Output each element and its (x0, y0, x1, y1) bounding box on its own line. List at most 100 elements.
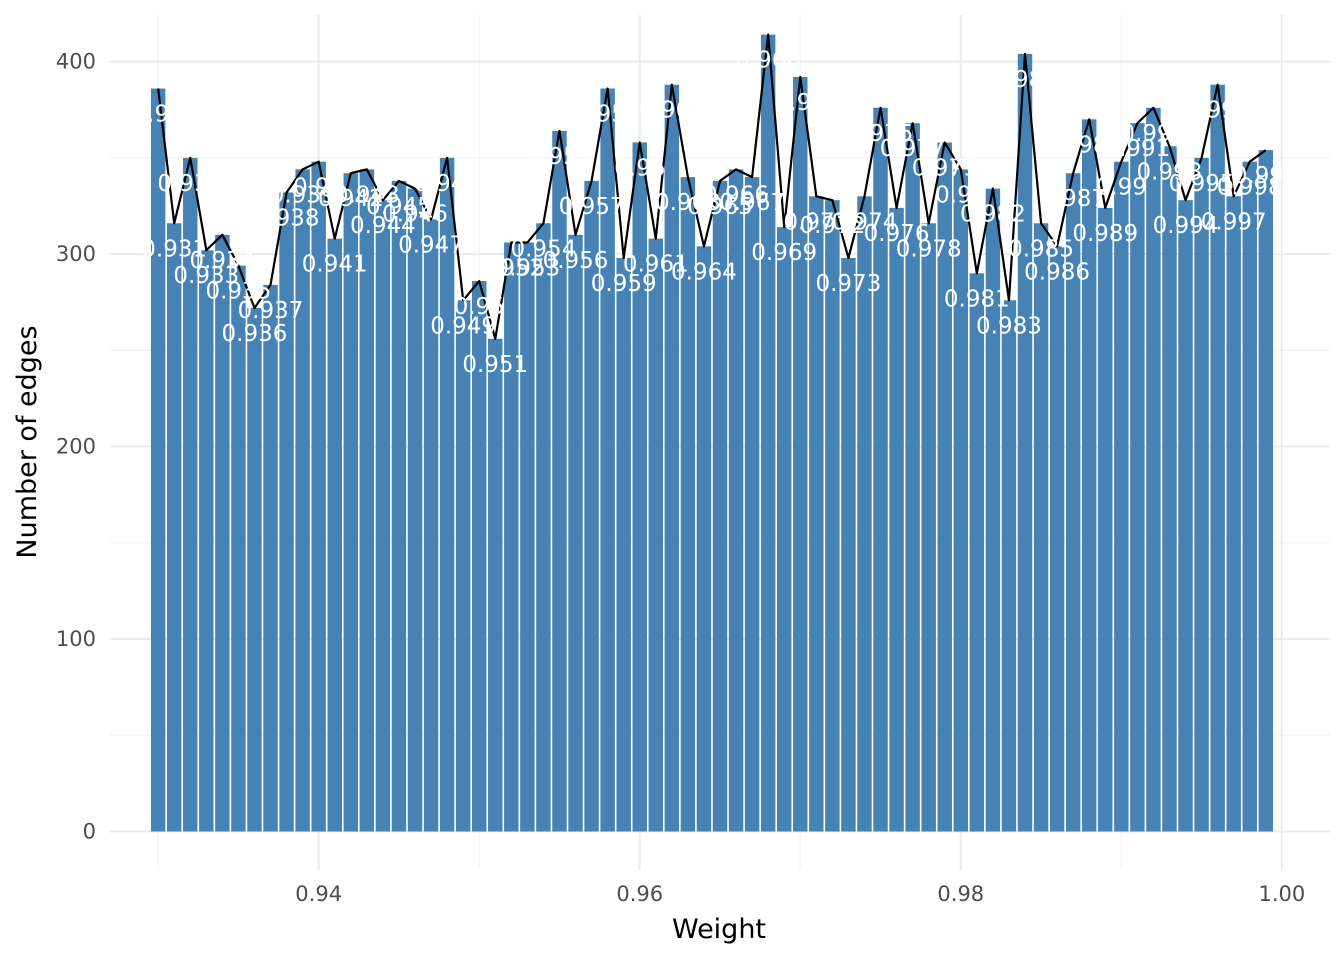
bar (439, 157, 455, 832)
data-label: 0.992 (1120, 121, 1186, 147)
data-label: 0.948 (414, 171, 480, 197)
data-label: 0.997 (1201, 209, 1267, 235)
bar (263, 284, 278, 832)
data-label: 0.986 (1024, 259, 1090, 285)
bar (1098, 207, 1113, 832)
data-label: 0.936 (222, 321, 288, 347)
bar (584, 180, 599, 832)
bar (343, 173, 359, 832)
bar (1162, 146, 1177, 832)
data-label: 0.932 (157, 171, 223, 197)
data-label: 0.988 (1056, 132, 1122, 158)
data-label: 0.969 (751, 240, 817, 266)
data-label: 0.968 (735, 48, 801, 74)
data-label: 0.94 (293, 175, 344, 201)
bar (873, 107, 888, 832)
data-label: 0.991 (1104, 136, 1170, 162)
bar (616, 257, 631, 832)
x-tick-label: 0.94 (295, 882, 342, 906)
data-label: 0.945 (366, 194, 432, 220)
data-label: 0.957 (559, 194, 625, 220)
series-line (157, 33, 1267, 340)
bar (696, 246, 712, 832)
data-label: 0.937 (238, 298, 304, 324)
y-axis-title: Number of edges (12, 325, 43, 558)
data-label: 0.985 (1008, 236, 1074, 262)
bar (199, 250, 214, 832)
data-label: 0.959 (591, 271, 657, 297)
data-label: 0.953 (494, 256, 560, 282)
bar (905, 123, 920, 832)
bar (728, 169, 744, 832)
data-label: 0.983 (976, 313, 1042, 339)
bars (150, 34, 1274, 832)
data-label: 0.981 (944, 286, 1010, 312)
x-tick-label: 0.98 (937, 882, 984, 906)
data-label: 0.973 (815, 271, 881, 297)
data-label: 0.965 (687, 194, 753, 220)
bar (937, 142, 952, 832)
bar (1081, 119, 1097, 832)
data-label: 0.961 (623, 252, 689, 278)
bar (1194, 157, 1209, 832)
bar (841, 257, 856, 832)
bar (247, 307, 262, 832)
bar (1065, 173, 1081, 832)
data-label: 0.941 (302, 252, 368, 278)
bar (1258, 150, 1274, 832)
data-label: 0.996 (1185, 98, 1251, 124)
data-label: 0.934 (189, 248, 255, 274)
bar (1210, 84, 1225, 832)
data-label: 0.95 (454, 294, 505, 320)
data-label: 0.979 (912, 155, 978, 181)
bar (889, 207, 904, 832)
bar (1178, 200, 1193, 832)
bar (1001, 300, 1017, 832)
bar (776, 227, 792, 832)
bar (1242, 161, 1257, 832)
bar (488, 338, 503, 832)
data-label: 0.956 (543, 248, 609, 274)
data-label: 0.995 (1169, 171, 1235, 197)
trend-line (157, 33, 1267, 340)
data-label: 0.931 (141, 236, 207, 262)
bar (407, 188, 423, 832)
data-label: 0.947 (398, 232, 464, 258)
data-label: 0.98 (935, 182, 986, 208)
x-tick-label: 0.96 (616, 882, 663, 906)
data-label: 0.99 (1096, 175, 1147, 201)
bar (471, 281, 487, 832)
data-label: 0.944 (350, 213, 416, 239)
data-label: 0.978 (896, 236, 962, 262)
bar (969, 273, 985, 832)
data-label: 0.933 (173, 263, 239, 289)
data-label: 0.966 (703, 182, 769, 208)
x-axis-ticks: 0.94 0.96 0.98 1.00 (295, 882, 1305, 906)
bar (375, 200, 391, 832)
bar (648, 238, 664, 832)
data-label: 0.964 (671, 259, 737, 285)
data-label: 0.962 (639, 98, 705, 124)
data-label: 0.954 (510, 236, 576, 262)
data-label: 0.952 (478, 256, 544, 282)
bar (680, 177, 696, 832)
bar (295, 169, 310, 832)
data-label: 0.998 (1217, 175, 1283, 201)
data-label: 0.982 (960, 202, 1026, 228)
bar (1049, 246, 1065, 832)
y-tick-label: 300 (56, 242, 96, 266)
bar (793, 76, 808, 832)
bar (183, 157, 198, 832)
bar (231, 265, 246, 832)
data-label: 0.963 (655, 190, 721, 216)
bar (953, 169, 969, 832)
data-label: 0.971 (783, 209, 849, 235)
data-label: 0.989 (1072, 221, 1138, 247)
data-label: 0.967 (719, 190, 785, 216)
bar (311, 161, 326, 832)
data-label: 0.999 (1233, 163, 1299, 189)
y-axis-ticks: 0 100 200 300 400 (56, 50, 96, 844)
data-label: 0.976 (864, 221, 930, 247)
y-tick-label: 400 (56, 50, 96, 74)
